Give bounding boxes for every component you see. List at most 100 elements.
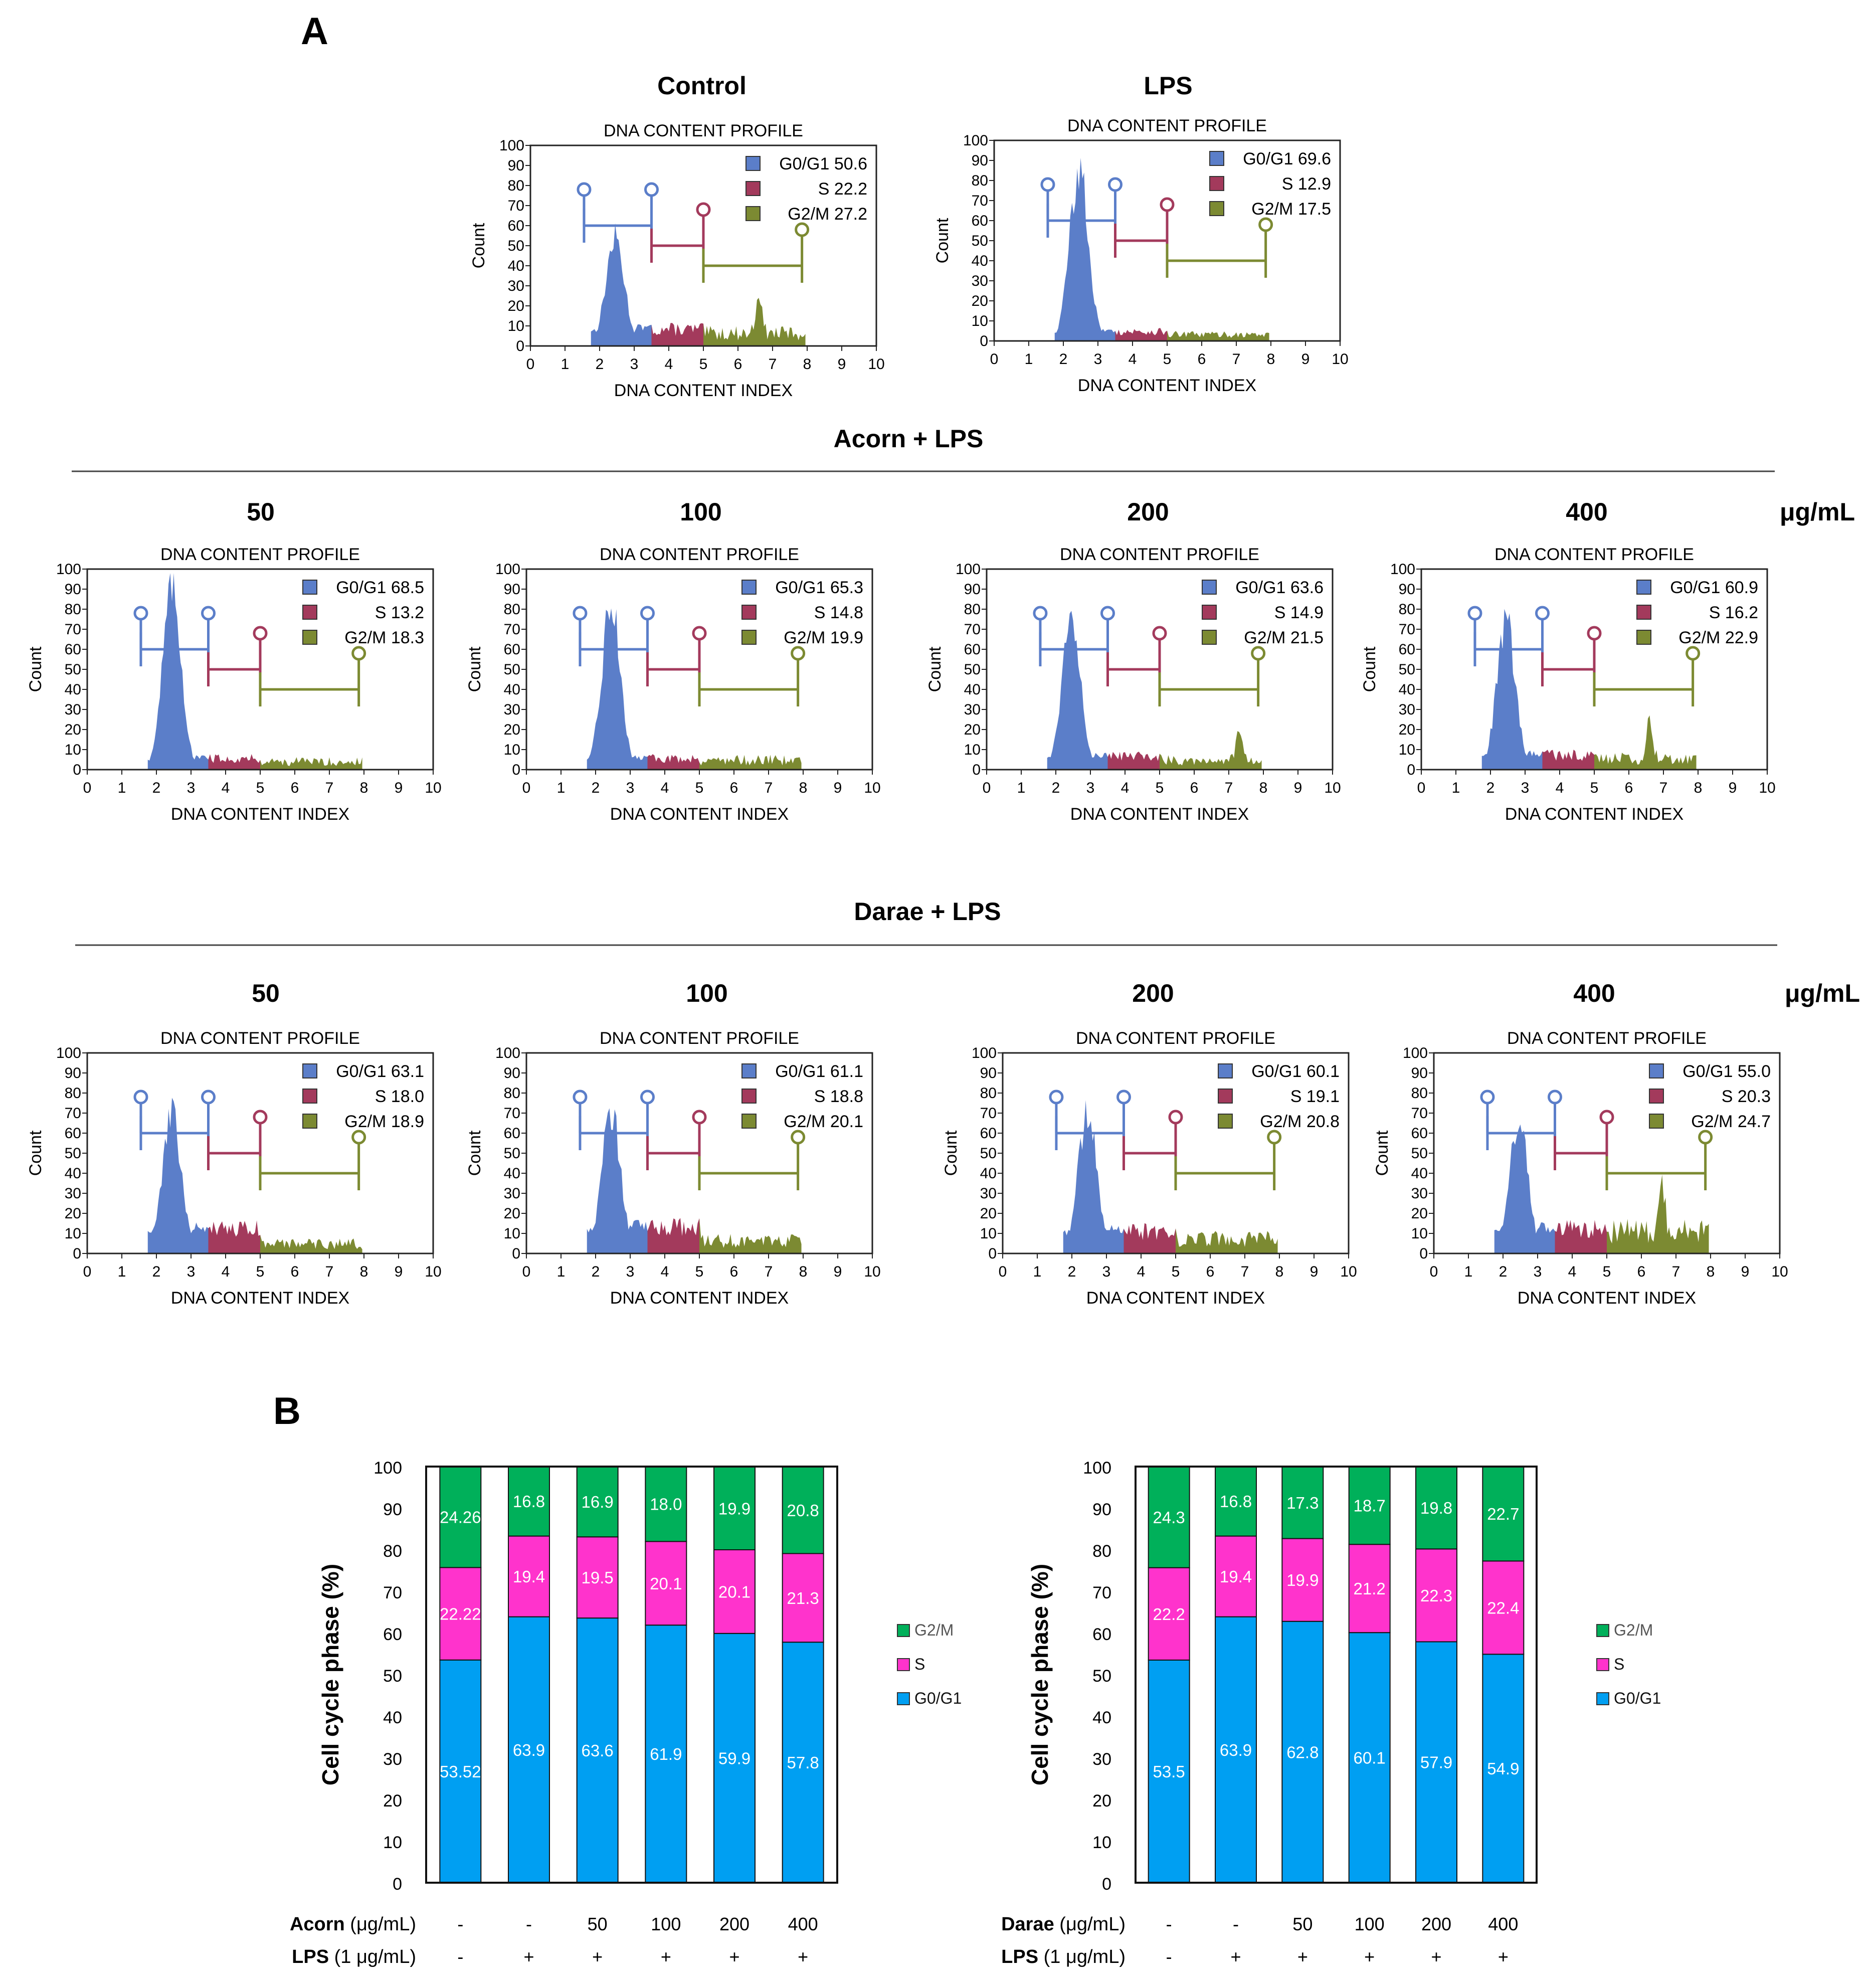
- legend-entry: G2/M 27.2: [788, 205, 867, 224]
- histogram-title: DNA CONTENT PROFILE: [160, 1029, 360, 1048]
- lps-row-cell: +: [661, 1946, 671, 1967]
- x-tick-label: 6: [730, 780, 738, 796]
- y-tick-label: 40: [972, 253, 988, 269]
- lps-name: LPS: [1001, 1946, 1038, 1967]
- x-tick-label: 5: [1590, 780, 1599, 796]
- legend-entry: G0/G1 60.1: [1251, 1062, 1340, 1081]
- x-tick-label: 1: [1452, 780, 1460, 796]
- g2m-gate-handle: [351, 1130, 366, 1145]
- g2m-area: [1176, 1228, 1278, 1253]
- histogram-title: DNA CONTENT PROFILE: [1076, 1029, 1275, 1048]
- bar-value-label: 19.4: [513, 1567, 545, 1586]
- y-tick-label: 80: [65, 601, 81, 618]
- bar-value-label: 21.3: [787, 1589, 819, 1607]
- x-tick-label: 2: [1486, 780, 1495, 796]
- bar-value-label: 63.9: [513, 1741, 545, 1759]
- y-tick-label: 10: [980, 1225, 997, 1242]
- g0g1-gate-handle: [1100, 606, 1115, 621]
- histogram-frame: [525, 1052, 873, 1254]
- x-tick-label: 9: [395, 1263, 403, 1280]
- bar-value-label: 24.3: [1153, 1508, 1185, 1527]
- legend-entry: S 22.2: [818, 179, 867, 199]
- legend-swatch-s: [1202, 605, 1217, 620]
- bar-value-label: 20.1: [650, 1574, 682, 1593]
- y-tick-label: 0: [516, 338, 524, 354]
- s-area: [1107, 752, 1160, 770]
- histogram-4: DNA CONTENT PROFILE DNA CONTENT INDEX Coun…: [465, 545, 881, 824]
- treatment-row-cell: 400: [1488, 1914, 1518, 1934]
- histogram-title: DNA CONTENT PROFILE: [160, 545, 360, 564]
- y-tick-label: 10: [1399, 742, 1415, 758]
- bar-y-tick-label: 80: [1092, 1542, 1111, 1561]
- treatment-row-cell: -: [457, 1914, 463, 1934]
- bar-value-label: 63.6: [582, 1741, 614, 1760]
- x-tick-label: 9: [1741, 1263, 1750, 1280]
- legend-entry: S 16.2: [1709, 603, 1758, 622]
- y-tick-label: 60: [964, 641, 981, 658]
- y-tick-label: 100: [56, 1045, 81, 1061]
- y-tick-label: 80: [1411, 1085, 1428, 1102]
- panel-a-label: A: [301, 10, 328, 53]
- x-tick-label: 3: [1534, 1263, 1542, 1280]
- y-tick-label: 0: [1419, 1245, 1428, 1262]
- legend-entry: G2/M 22.9: [1678, 628, 1758, 647]
- s-gate-handle: [1587, 626, 1602, 641]
- bar-y-tick-label: 20: [1092, 1791, 1111, 1811]
- y-tick-label: 40: [980, 1165, 997, 1182]
- bar-segment-g0g1: [645, 1624, 687, 1883]
- stacked-bar-chart-2: 0 10 20 30 40 50 60 70 80 90 100 Cell cycle phase (…: [1001, 1459, 1661, 1967]
- lps-name: LPS: [292, 1946, 329, 1967]
- legend-swatch-g2m: [302, 630, 317, 645]
- legend-entry: S 18.8: [814, 1087, 863, 1106]
- g0g1-gate-handle: [640, 1090, 655, 1105]
- y-tick-label: 60: [972, 213, 988, 229]
- x-tick-label: 8: [1694, 780, 1703, 796]
- s-area: [208, 1220, 260, 1253]
- x-tick-label: 4: [1121, 780, 1130, 796]
- y-tick-label: 50: [65, 1145, 81, 1162]
- bar-value-label: 19.9: [1286, 1571, 1319, 1589]
- x-tick-label: 6: [1625, 780, 1633, 796]
- g2m-gate: [1174, 1130, 1282, 1190]
- g2m-area: [1607, 1174, 1709, 1253]
- histogram-frame: [525, 568, 873, 771]
- y-tick-label: 90: [504, 581, 520, 598]
- g2m-gate-handle: [791, 1130, 806, 1145]
- y-tick-label: 90: [508, 157, 524, 174]
- bar-segment-g2m: [1482, 1466, 1525, 1562]
- x-tick-label: 7: [1225, 780, 1233, 796]
- bar-segment-g2m: [576, 1466, 619, 1538]
- histogram-title: DNA CONTENT PROFILE: [600, 1029, 799, 1048]
- x-tick-label: 3: [1094, 351, 1102, 368]
- y-tick-label: 50: [1411, 1145, 1428, 1162]
- y-tick-label: 80: [65, 1085, 81, 1102]
- x-tick-label: 8: [1707, 1263, 1715, 1280]
- lps-row-cell: +: [798, 1946, 808, 1967]
- y-tick-label: 80: [1399, 601, 1415, 618]
- bar-segment-g0g1: [1281, 1620, 1324, 1883]
- bar-value-label: 22.3: [1420, 1586, 1452, 1605]
- y-tick-label: 50: [972, 233, 988, 249]
- bar-segment-s: [439, 1567, 482, 1661]
- y-tick-label: 80: [980, 1085, 997, 1102]
- s-gate-handle: [253, 1110, 268, 1125]
- histogram-y-label: Count: [469, 223, 488, 268]
- legend-swatch-s: [1636, 605, 1651, 620]
- bar-segment-s: [1348, 1544, 1391, 1634]
- bar-y-tick-label: 80: [383, 1542, 402, 1561]
- legend-entry: G0/G1 65.3: [775, 578, 863, 597]
- legend-entry: G2/M 20.8: [1260, 1112, 1340, 1131]
- legend-entry: G0/G1 68.5: [336, 578, 424, 597]
- x-tick-label: 2: [592, 780, 600, 796]
- lps-unit: (1 μg/mL): [1038, 1946, 1126, 1967]
- darae-conc-400: 400: [1573, 979, 1615, 1007]
- y-tick-label: 10: [504, 1225, 520, 1242]
- bar-value-label: 22.2: [1153, 1605, 1185, 1623]
- s-area: [1124, 1223, 1176, 1253]
- y-tick-label: 0: [512, 762, 520, 778]
- x-tick-label: 3: [626, 1263, 635, 1280]
- x-tick-label: 3: [1102, 1263, 1111, 1280]
- legend-entry: S 14.9: [1274, 603, 1324, 622]
- y-tick-label: 90: [980, 1065, 997, 1081]
